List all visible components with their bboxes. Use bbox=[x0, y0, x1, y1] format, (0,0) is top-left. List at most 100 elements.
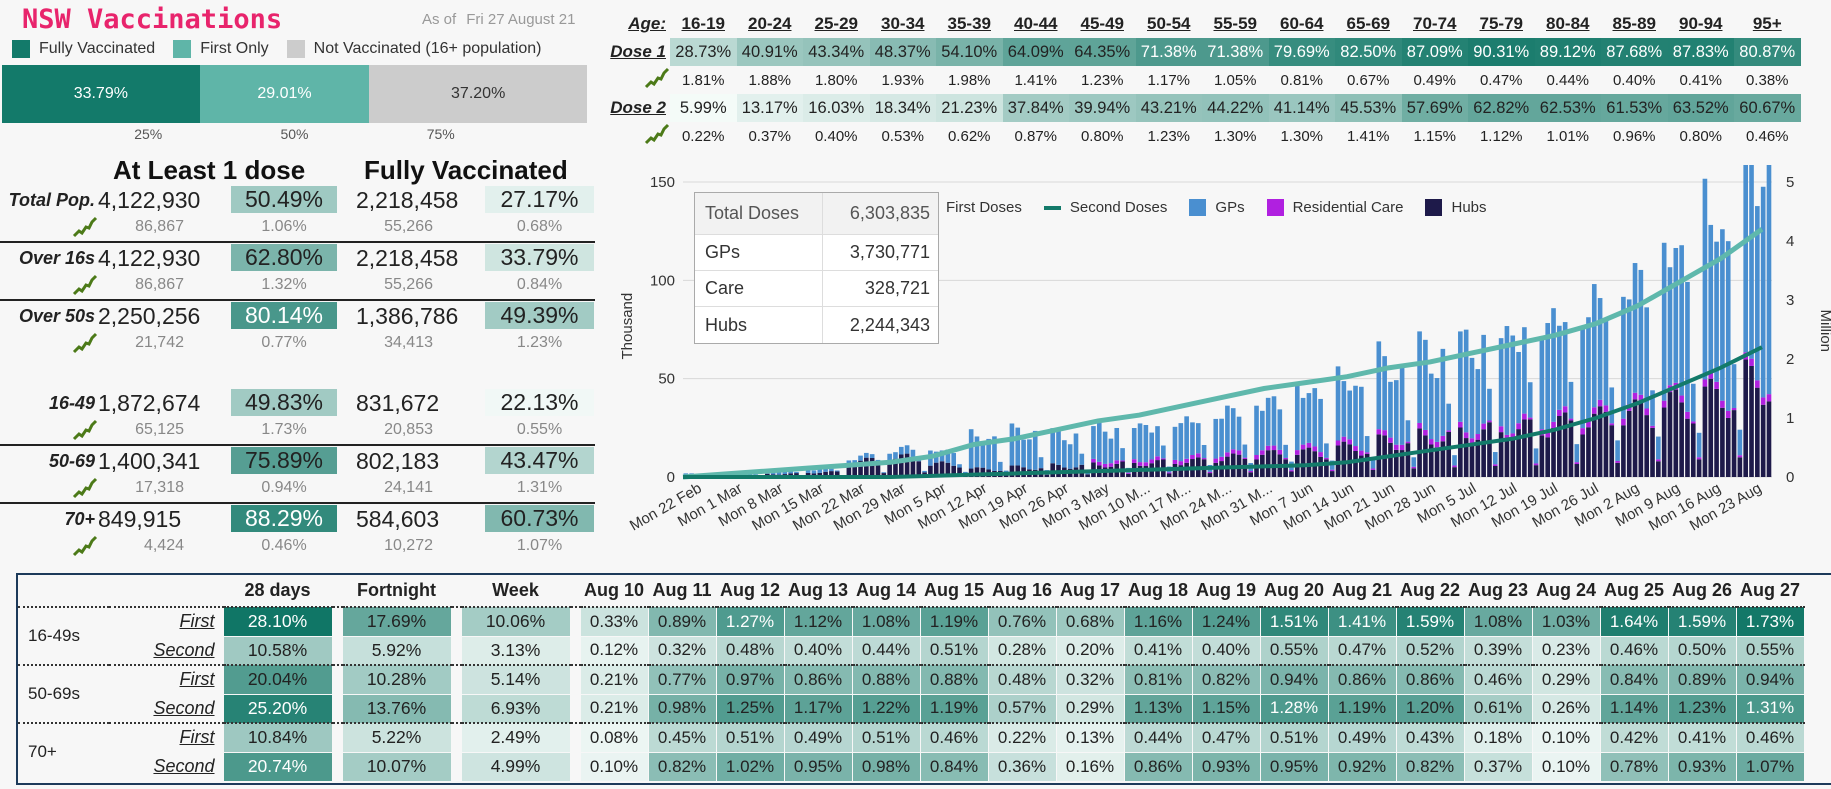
dose2-age-pct: 57.69% bbox=[1401, 94, 1468, 122]
hubs-bar bbox=[1009, 465, 1015, 477]
daily-pct-cell: 0.86% bbox=[1328, 664, 1397, 695]
care-bar bbox=[1324, 457, 1329, 460]
hubs-bar bbox=[1551, 427, 1556, 477]
care-bar bbox=[1091, 458, 1096, 463]
gps-bar bbox=[1277, 409, 1283, 450]
dose1-age-pct: 54.10% bbox=[936, 38, 1003, 66]
second-doses-line bbox=[683, 345, 1763, 479]
dose1-age-pct: 82.50% bbox=[1335, 38, 1402, 66]
care-bar bbox=[1143, 462, 1149, 467]
dose2-age-pct: 39.94% bbox=[1069, 94, 1136, 122]
dose2-age-pct: 13.17% bbox=[736, 94, 803, 122]
care-bar bbox=[1312, 446, 1318, 452]
gps-bar bbox=[1615, 440, 1620, 461]
stat-dose1-count: 4,122,930 bbox=[98, 187, 201, 213]
dose1-age-change: 1.41% bbox=[1014, 71, 1058, 89]
daily-rate-panel: 28 days Fortnight Week Aug 10 Aug 11 Aug 12 Au… bbox=[16, 573, 1831, 785]
gps-bar bbox=[858, 455, 863, 461]
y-tick-label: 100 bbox=[650, 272, 675, 289]
gps-bar bbox=[1114, 427, 1120, 461]
stat-full-count: 2,218,458 bbox=[356, 187, 459, 213]
hubs-bar bbox=[1673, 389, 1679, 477]
stat-full-pct-change: 0.55% bbox=[516, 421, 563, 438]
stat-full-count: 584,603 bbox=[356, 506, 440, 532]
stat-full-pct: 33.79% bbox=[485, 244, 594, 271]
stat-row: Over 50s 2,250,256 80.14% 1,386,786 49.39% bbox=[0, 302, 595, 330]
gps-bar bbox=[1551, 308, 1556, 422]
daily-pct-cell: 0.95% bbox=[1260, 752, 1329, 782]
gps-bar bbox=[1760, 186, 1766, 398]
gps-bar bbox=[1492, 452, 1498, 465]
gps-bar bbox=[1399, 365, 1405, 445]
daily-pct-cell: 0.88% bbox=[920, 664, 989, 695]
day-header: Aug 14 bbox=[852, 575, 921, 608]
stat-dose1-pct-change: 0.94% bbox=[261, 479, 307, 496]
daily-pct-cell: 0.55% bbox=[1260, 636, 1329, 666]
daily-pct-cell: 0.84% bbox=[1600, 664, 1669, 695]
care-bar bbox=[1487, 420, 1492, 423]
hubs-bar bbox=[1487, 422, 1492, 477]
chart-legend-label: First Doses bbox=[946, 199, 1022, 216]
daily-pct-cell: 0.82% bbox=[648, 752, 717, 782]
care-bar bbox=[1586, 420, 1591, 428]
hubs-bar bbox=[1469, 443, 1475, 477]
daily-pct-cell: 0.28% bbox=[988, 636, 1057, 666]
column-spacer bbox=[570, 752, 581, 782]
care-bar bbox=[1347, 439, 1353, 445]
care-bar bbox=[1405, 441, 1411, 444]
hubs-bar bbox=[1399, 450, 1405, 477]
day-header: Aug 12 bbox=[716, 575, 785, 608]
age-dose-table: Age: 16-19 20-24 25-29 30-34 35-39 40-44 45-49 5… bbox=[608, 10, 1801, 150]
hubs-bar bbox=[1428, 444, 1434, 477]
gps-bar bbox=[1679, 245, 1684, 396]
stat-full-change: 10,272 bbox=[384, 537, 433, 554]
gps-bar bbox=[1172, 426, 1178, 460]
stat-dose1-pct: 50.49% bbox=[231, 186, 337, 213]
dose-kind-label: Second bbox=[108, 752, 224, 782]
care-bar bbox=[1696, 457, 1702, 460]
gps-bar bbox=[1032, 430, 1038, 470]
daily-pct-cell: 1.19% bbox=[920, 694, 989, 724]
hubs-bar bbox=[875, 461, 881, 477]
y2-axis-label: Million bbox=[1817, 310, 1831, 353]
totals-row: GPs 3,730,771 bbox=[695, 235, 938, 271]
dose2-age-pct: 62.82% bbox=[1468, 94, 1535, 122]
dose1-age-change: 0.41% bbox=[1679, 71, 1723, 89]
legend-swatch-icon bbox=[1425, 199, 1443, 216]
hubs-bar bbox=[1597, 406, 1603, 477]
daily-pct-cell: 0.10% bbox=[1532, 722, 1601, 753]
hubs-bar bbox=[1667, 392, 1673, 477]
stat-dose1-pct: 49.83% bbox=[231, 389, 337, 416]
care-bar bbox=[1492, 464, 1498, 466]
hubs-bar bbox=[1359, 455, 1364, 477]
column-spacer bbox=[332, 575, 343, 608]
hubs-bar bbox=[1510, 439, 1516, 477]
care-bar bbox=[1195, 453, 1201, 458]
gps-bar bbox=[1184, 416, 1189, 459]
daily-pct-cell: 0.94% bbox=[1260, 664, 1329, 695]
status-legend-item: Fully Vaccinated bbox=[12, 40, 155, 58]
dose2-age-change: 1.30% bbox=[1213, 127, 1257, 145]
gps-bar bbox=[904, 445, 910, 454]
stat-full-count: 1,386,786 bbox=[356, 303, 459, 329]
hubs-bar bbox=[1475, 439, 1481, 477]
dose2-age-change: 1.12% bbox=[1479, 127, 1523, 145]
daily-pct-cell: 0.32% bbox=[1056, 664, 1125, 695]
gps-bar bbox=[1271, 396, 1277, 446]
hubs-bar bbox=[869, 457, 875, 477]
age-header: 16-19 bbox=[681, 14, 725, 33]
care-bar bbox=[1731, 407, 1737, 411]
gps-bar bbox=[1230, 408, 1236, 450]
care-bar bbox=[1388, 437, 1393, 443]
dose1-age-pct: 43.34% bbox=[803, 38, 870, 66]
vaccination-stacked-bar: 33.79% 29.01% 37.20% bbox=[2, 65, 587, 123]
day-header: Aug 27 bbox=[1736, 575, 1805, 608]
care-bar bbox=[1766, 394, 1772, 402]
hubs-bar bbox=[904, 453, 910, 477]
age-header: 25-29 bbox=[814, 14, 858, 33]
day-header: Aug 16 bbox=[988, 575, 1057, 608]
daily-pct-cell: 0.37% bbox=[1464, 752, 1533, 782]
gps-bar bbox=[852, 460, 858, 465]
period-pct-cell: 28.10% bbox=[223, 606, 333, 637]
gps-bar bbox=[1359, 386, 1364, 451]
